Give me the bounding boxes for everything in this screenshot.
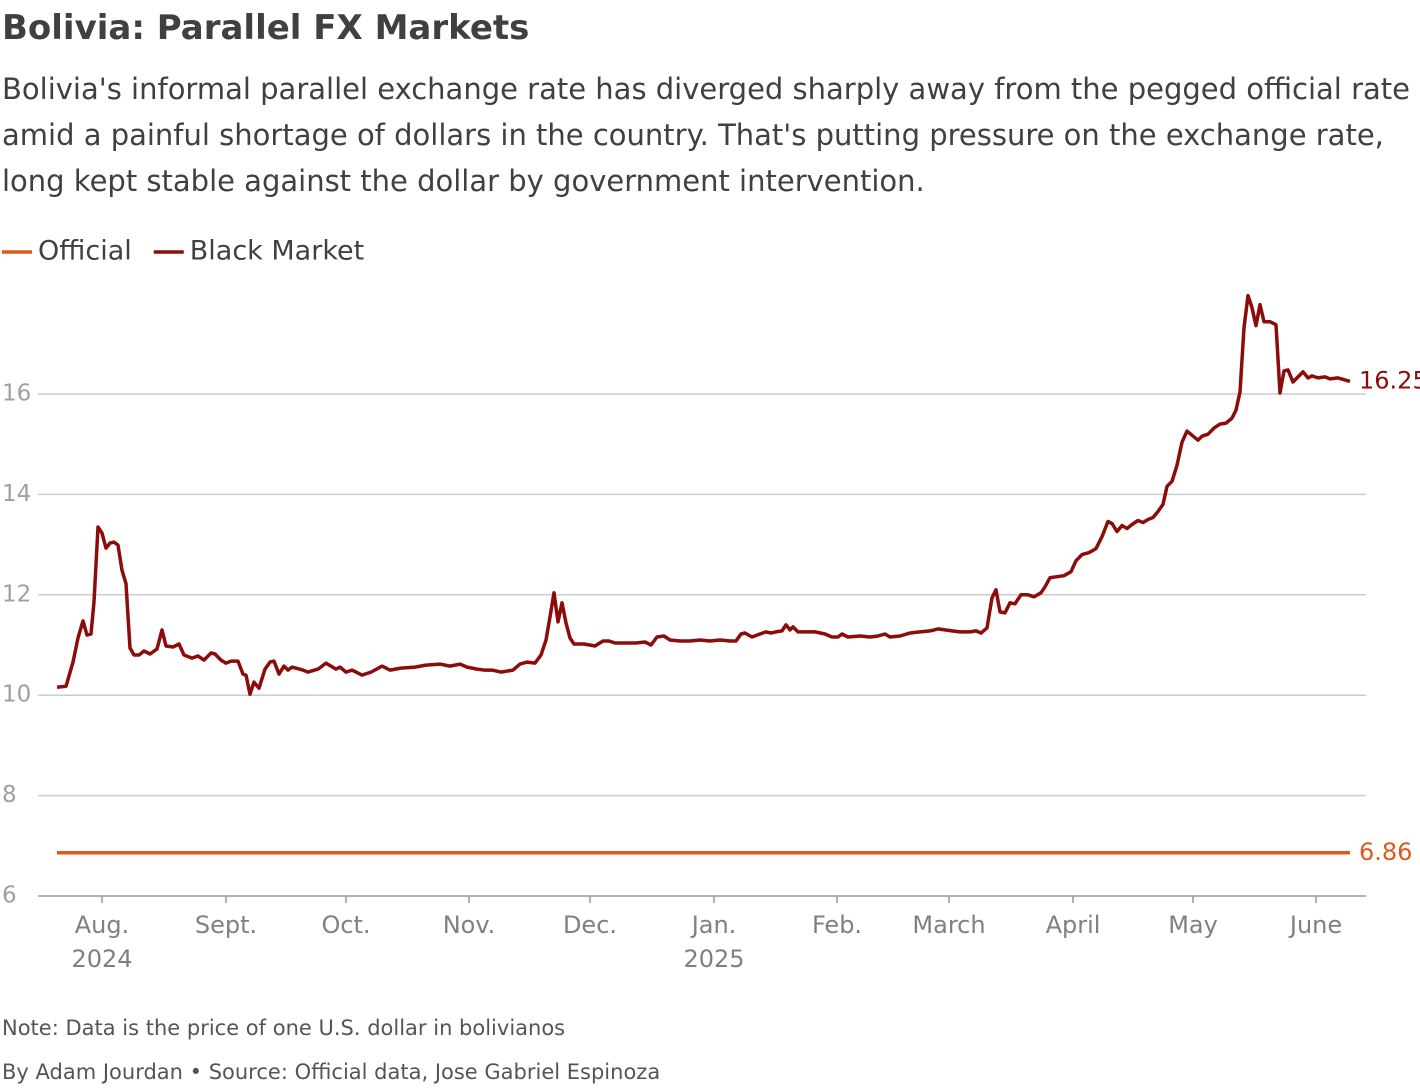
note: Note: Data is the price of one U.S. doll… (2, 1016, 566, 1040)
x-tick-label: Aug. 2024 (71, 911, 132, 973)
x-tick-label: March (912, 911, 985, 939)
x-tick-label: May (1168, 911, 1218, 939)
x-tick-label: Oct. (321, 911, 370, 939)
x-tick-label: April (1046, 911, 1101, 939)
y-tick-label: 10 (2, 682, 31, 708)
y-tick-label: 16 (2, 381, 31, 407)
y-tick-label: 14 (2, 481, 31, 507)
legend-label: Black Market (190, 236, 364, 267)
x-tick-label: Jan. 2025 (683, 911, 744, 973)
source: By Adam Jourdan • Source: Official data,… (2, 1060, 661, 1084)
x-tick-label: Dec. (563, 911, 617, 939)
x-tick-label: Nov. (443, 911, 496, 939)
line (56, 293, 1351, 696)
chart-title: Bolivia: Parallel FX Markets (2, 8, 530, 48)
chart-subtitle: Bolivia's informal parallel exchange rat… (2, 72, 1410, 198)
legend-label: Official (38, 236, 132, 267)
end-label: 16.25 (1359, 366, 1420, 394)
x-tick-label: Feb. (812, 911, 862, 939)
end-label: 6.86 (1359, 838, 1412, 866)
y-tick-label: 8 (2, 782, 17, 808)
y-tick-label: 6 (2, 883, 17, 909)
x-tick-label: June (1288, 911, 1342, 939)
x-tick-label: Sept. (195, 911, 257, 939)
y-tick-label: 12 (2, 581, 31, 607)
